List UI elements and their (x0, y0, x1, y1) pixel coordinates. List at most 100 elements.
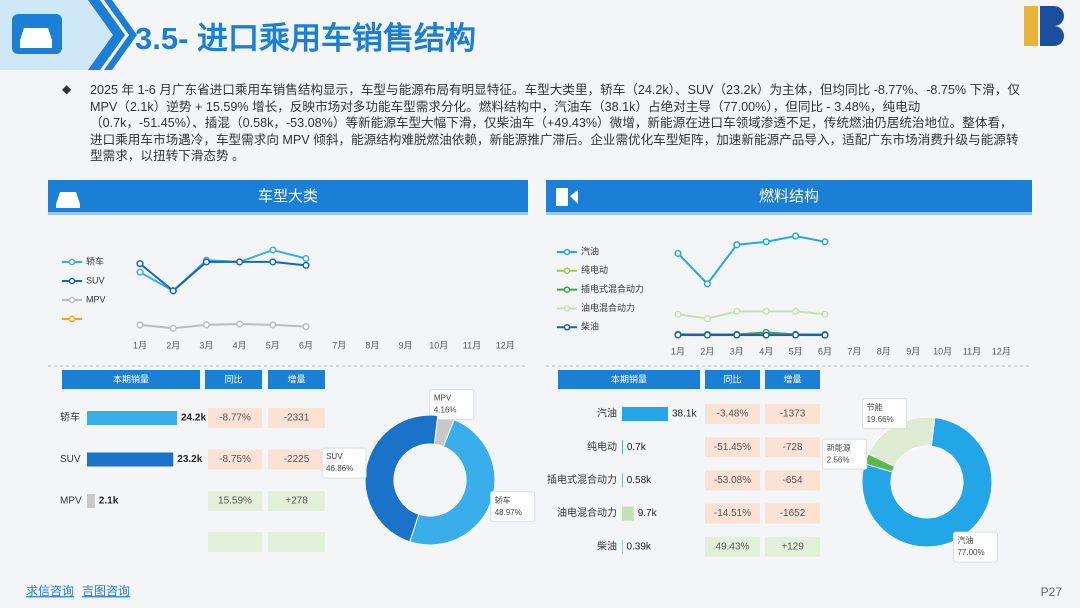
point (136, 260, 144, 268)
fuel-icon (556, 188, 578, 206)
point (792, 307, 800, 315)
table-header (558, 370, 700, 389)
callout-value: 4.16% (434, 406, 457, 415)
legend-marker (68, 258, 76, 266)
delta-cell (765, 437, 820, 458)
x-tick-label: 9月 (906, 346, 920, 356)
point (169, 324, 177, 332)
callout-name: SUV (326, 452, 343, 461)
point (302, 261, 310, 269)
yoy-text: 15.59% (218, 496, 252, 507)
table-header (705, 370, 760, 389)
table-header (62, 370, 200, 389)
x-tick-label: 11月 (463, 340, 481, 350)
x-tick-label: 3月 (730, 346, 744, 356)
series-line (139, 260, 307, 293)
point (302, 323, 310, 331)
panel-header (48, 180, 528, 212)
callout-name: 汽油 (957, 535, 973, 545)
delta-text: +278 (285, 496, 308, 507)
table-header-text: 同比 (723, 373, 741, 384)
x-tick-label: 5月 (266, 340, 280, 350)
x-tick-label: 1月 (133, 340, 147, 350)
point (236, 258, 244, 266)
bar (87, 452, 174, 467)
legend-marker (563, 267, 571, 275)
yoy-cell (705, 470, 760, 491)
legend-marker (563, 248, 571, 256)
donut-slice (364, 414, 439, 543)
callout-value: 2.56% (827, 455, 850, 464)
legend-label: 油电混合动力 (581, 302, 635, 313)
callout-name: 节能 (867, 402, 883, 412)
summary: 2025 年 1-6 月广东省进口乘用车销售结构显示，车型与能源布局有明显特征。… (90, 83, 1020, 163)
x-tick-label: 7月 (847, 346, 861, 356)
panel-title: 燃料结构 (759, 187, 819, 205)
x-tick-label: 8月 (365, 340, 379, 350)
panel-rule (48, 212, 528, 215)
delta-cell (268, 449, 325, 470)
delta-cell (268, 408, 325, 428)
legend-marker (563, 305, 571, 312)
delta-cell (765, 536, 820, 557)
yoy-cell (208, 408, 262, 428)
delta-text: -1652 (780, 508, 806, 519)
delta-text: -2331 (284, 413, 310, 424)
callout-name: 轿车 (495, 495, 511, 505)
point (674, 310, 682, 318)
x-tick-label: 10月 (429, 340, 448, 350)
yoy-cell (208, 491, 262, 511)
footer-link[interactable]: 求信咨询 (26, 583, 74, 598)
delta-cell (268, 491, 325, 511)
row-name: 汽油 (597, 407, 617, 420)
yoy-cell (208, 449, 262, 470)
logo (1024, 6, 1038, 46)
table-header (205, 370, 262, 389)
yoy-text: -51.45% (714, 442, 751, 453)
series-line (139, 323, 307, 330)
row-name: 插电式混合动力 (547, 473, 617, 486)
point (674, 331, 682, 339)
row-name: 纯电动 (587, 440, 617, 453)
delta-text: -654 (782, 475, 802, 486)
x-tick-label: 8月 (877, 346, 891, 356)
bar (622, 473, 623, 488)
x-tick-label: 11月 (963, 346, 981, 356)
row-name: MPV (60, 496, 82, 507)
callout-value: 46.86% (326, 464, 353, 473)
page-title: 3.5- 进口乘用车销售结构 (135, 21, 476, 56)
yoy-text: -53.08% (714, 475, 751, 486)
callout-box (862, 398, 908, 430)
callout-box (429, 388, 475, 420)
point (762, 331, 770, 339)
point (703, 315, 711, 323)
footer-link[interactable]: 吉图咨询 (82, 583, 130, 598)
point (674, 249, 682, 257)
donut-slice (861, 416, 993, 548)
point (236, 320, 244, 328)
point (821, 331, 829, 339)
car-icon (20, 28, 52, 48)
x-tick-label: 4月 (759, 346, 773, 356)
x-tick-label: 6月 (818, 346, 832, 356)
legend-label: 汽油 (581, 245, 599, 256)
callout-box (952, 531, 998, 563)
point (269, 246, 277, 254)
row-name: SUV (60, 454, 81, 465)
point (733, 331, 741, 339)
callout-box (822, 438, 868, 470)
point (136, 321, 144, 329)
point (792, 331, 800, 339)
empty-cell (268, 532, 325, 552)
yoy-cell (705, 503, 760, 524)
point (703, 331, 711, 339)
delta-text: -2225 (284, 454, 310, 465)
bar-label: 0.39k (626, 541, 651, 552)
point (733, 307, 741, 315)
page-number: P27 (1041, 585, 1063, 599)
bar-label: 0.58k (627, 475, 652, 486)
x-tick-label: 9月 (399, 340, 413, 350)
panel-title: 车型大类 (258, 188, 318, 205)
x-tick-label: 6月 (299, 340, 313, 350)
row-name: 轿车 (60, 411, 80, 424)
